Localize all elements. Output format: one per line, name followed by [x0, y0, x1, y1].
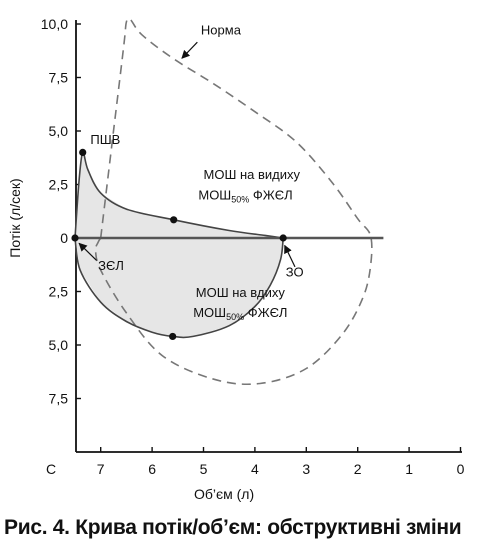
norma-leader-arrow	[181, 41, 198, 59]
x-tick-label: 1	[405, 461, 413, 477]
y-tick-label: 2,5	[49, 177, 69, 193]
annotation-mosh_out_1: МОШ на видиху	[204, 167, 301, 182]
y-tick-label: 2,5	[49, 284, 69, 300]
annotation-norma: Норма	[201, 23, 242, 38]
y-tick-label: 5,0	[49, 337, 69, 353]
point-пшв	[79, 148, 87, 156]
point-мош-на-видиху	[170, 216, 178, 224]
x-tick-label: 5	[200, 461, 208, 477]
inspiratory-curve-line	[74, 237, 284, 339]
zel-leader-arrow	[78, 242, 98, 261]
figure-caption: Рис. 4. Крива потік/об’єм: обструктивні …	[4, 516, 462, 539]
annotation-zo: ЗО	[286, 265, 304, 280]
annotation-zel: ЗЄЛ	[98, 258, 124, 273]
y-axis-label: Потік (л/сек)	[7, 178, 23, 257]
x-tick-label: 7	[97, 461, 105, 477]
annotation-mosh_in_2: МОШ50% ФЖЄЛ	[193, 305, 287, 322]
y-tick-label: 7,5	[49, 70, 69, 86]
point-мош-на-вдиху	[169, 332, 177, 341]
y-tick-label: 5,0	[49, 123, 69, 139]
annotation-pshv: ПШВ	[90, 132, 120, 147]
x-tick-label: 4	[251, 461, 259, 477]
corner-label: C	[46, 461, 56, 477]
x-tick-label: 3	[302, 461, 310, 477]
point-зо	[279, 234, 287, 242]
normal-curve-line	[94, 17, 373, 386]
annotation-mosh_in_1: МОШ на вдиху	[196, 285, 286, 300]
zo-leader-arrow	[284, 244, 296, 268]
annotation-mosh_out_2: МОШ50% ФЖЄЛ	[198, 187, 292, 204]
y-tick-label: 10,0	[41, 16, 68, 32]
expiratory-curve-line	[74, 151, 284, 239]
flow-volume-chart: 10,0 7,5 5,0 2,5 0 2,5 5,0 7,5 7 6 5 4 3 2 1 0 C Об’єм (л…	[7, 16, 465, 502]
x-axis-label: Об’єм (л)	[194, 486, 254, 502]
y-tick-label: 7,5	[49, 391, 69, 407]
y-tick-label: 0	[60, 230, 68, 246]
x-tick-label: 6	[148, 461, 156, 477]
chart-svg: 10,0 7,5 5,0 2,5 0 2,5 5,0 7,5 7 6 5 4 3 2 1 0 C Об’єм (л…	[7, 16, 465, 502]
obstructive-loop-fill	[75, 152, 284, 337]
x-tick-label: 0	[457, 461, 465, 477]
x-tick-label: 2	[354, 461, 362, 477]
point-зєл	[71, 234, 79, 242]
